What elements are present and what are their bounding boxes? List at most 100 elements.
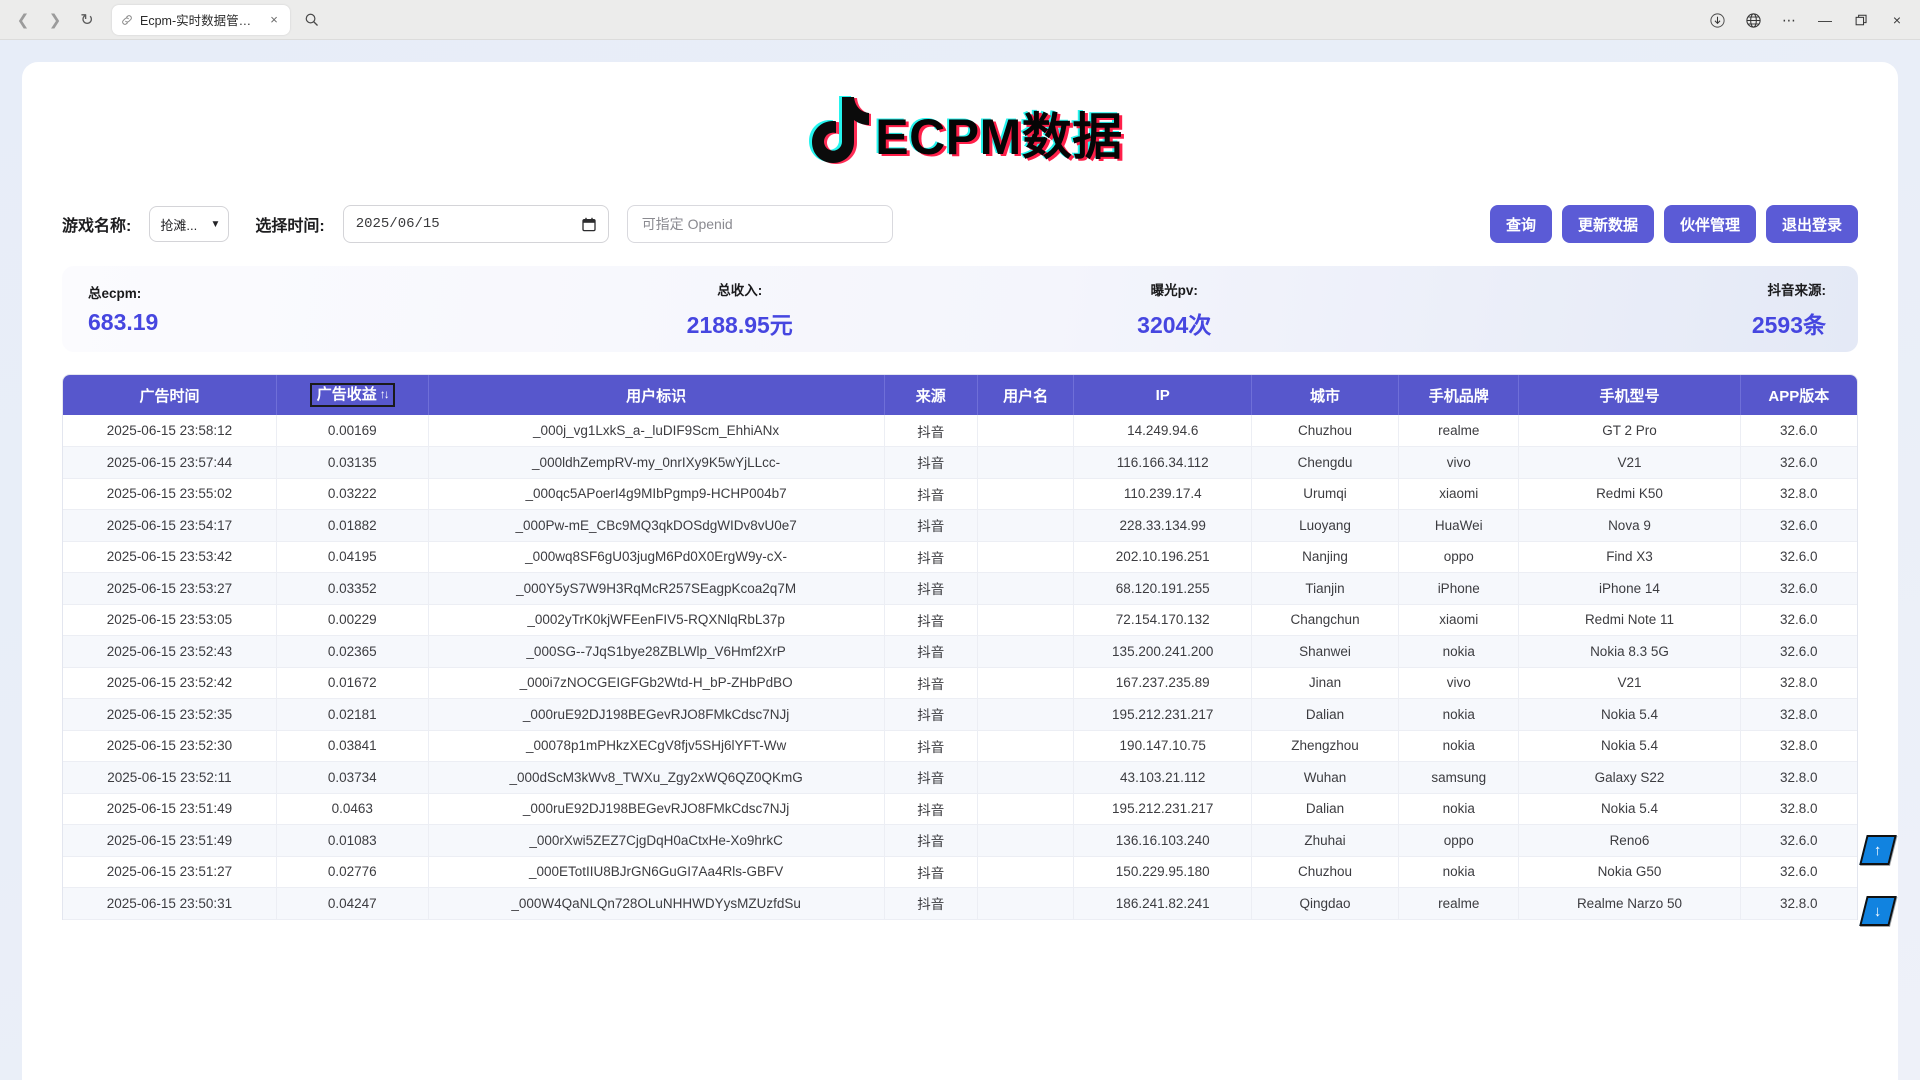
openid-input[interactable]: 可指定 Openid xyxy=(626,205,893,243)
stat-label: 抖音来源: xyxy=(1767,282,1827,298)
cell-src: 抖音 xyxy=(884,446,978,479)
reload-icon[interactable]: ↻ xyxy=(80,11,94,29)
cell-uid: _00078p1mPHkzXECgV8fjv5SHj6lYFT-Ww xyxy=(428,730,885,762)
table-header-uid[interactable]: 用户标识 xyxy=(428,375,885,415)
cell-user xyxy=(977,824,1075,857)
query-button[interactable]: 查询 xyxy=(1489,205,1552,243)
table-header-brand[interactable]: 手机品牌 xyxy=(1398,375,1520,415)
maximize-button[interactable] xyxy=(1844,5,1878,35)
table-header-src[interactable]: 来源 xyxy=(884,375,978,415)
forward-arrow-icon[interactable]: ❯ xyxy=(48,11,62,29)
close-icon[interactable]: × xyxy=(270,12,278,27)
cell-src: 抖音 xyxy=(884,887,978,920)
table-header-user[interactable]: 用户名 xyxy=(977,375,1075,415)
cell-ver: 32.6.0 xyxy=(1740,635,1857,668)
date-input[interactable]: 2025/06/15 xyxy=(342,205,609,243)
stat-exposure-pv: 曝光pv: 3204次 xyxy=(957,279,1392,340)
window-close-button[interactable]: × xyxy=(1892,12,1902,28)
table-row[interactable]: 2025-06-15 23:52:42 0.01672 _000i7zNOCGEIG… xyxy=(63,667,1857,699)
data-table: 广告时间 广告收益 ↑↓ 用户标识 来源 用户名 IP 城市 手机品牌 手机型号 APP版本 202… xyxy=(63,375,1857,920)
table-row[interactable]: 2025-06-15 23:50:31 0.04247 _000W4QaNLQn72… xyxy=(63,887,1857,920)
cell-city: Nanjing xyxy=(1251,541,1400,573)
cell-rev: 0.03734 xyxy=(276,761,429,794)
page-canvas: ECPM数据 游戏名称: 抢滩... ▼ 选择时间: 2025/06/15 xyxy=(0,40,1920,1080)
table-header-model[interactable]: 手机型号 xyxy=(1518,375,1741,415)
cell-src: 抖音 xyxy=(884,698,978,731)
table-row[interactable]: 2025-06-15 23:54:17 0.01882 _000Pw-mE_CBc9… xyxy=(63,509,1857,542)
cell-model: GT 2 Pro xyxy=(1518,415,1741,447)
back-arrow-icon[interactable]: ❮ xyxy=(16,11,30,29)
minimize-button[interactable]: — xyxy=(1818,12,1832,28)
cell-ip: 150.229.95.180 xyxy=(1073,856,1252,888)
cell-user xyxy=(977,541,1075,573)
cell-ver: 32.8.0 xyxy=(1740,887,1857,920)
sort-toggle-rev[interactable]: 广告收益 ↑↓ xyxy=(309,383,395,407)
cell-user xyxy=(977,698,1075,731)
cell-time: 2025-06-15 23:52:30 xyxy=(63,730,277,762)
table-row[interactable]: 2025-06-15 23:52:43 0.02365 _000SG--7JqS1b… xyxy=(63,635,1857,668)
cell-ver: 32.8.0 xyxy=(1740,730,1857,762)
cell-src: 抖音 xyxy=(884,667,978,699)
table-row[interactable]: 2025-06-15 23:52:30 0.03841 _00078p1mPHkzX… xyxy=(63,730,1857,762)
table-row[interactable]: 2025-06-15 23:55:02 0.03222 _000qc5APoerI4… xyxy=(63,478,1857,510)
browser-chrome: ❮ ❯ ↻ Ecpm-实时数据管理系统 × xyxy=(0,0,1920,40)
table-header-ip[interactable]: IP xyxy=(1073,375,1252,415)
search-icon[interactable] xyxy=(296,5,326,35)
game-name-select[interactable]: 抢滩... ▼ xyxy=(149,206,230,242)
browser-tab[interactable]: Ecpm-实时数据管理系统 × xyxy=(112,4,290,35)
table-header-label: 城市 xyxy=(1310,387,1341,405)
table-header-time[interactable]: 广告时间 xyxy=(63,375,277,415)
cell-user xyxy=(977,730,1075,762)
table-header-city[interactable]: 城市 xyxy=(1251,375,1400,415)
refresh-data-button[interactable]: 更新数据 xyxy=(1561,205,1654,243)
table-row[interactable]: 2025-06-15 23:52:35 0.02181 _000ruE92DJ198… xyxy=(63,698,1857,731)
cell-rev: 0.04195 xyxy=(276,541,429,573)
cell-src: 抖音 xyxy=(884,856,978,888)
cell-rev: 0.02776 xyxy=(276,856,429,888)
table-header-rev[interactable]: 广告收益 ↑↓ xyxy=(276,375,429,415)
cell-ip: 167.237.235.89 xyxy=(1073,667,1252,699)
maximize-glyph xyxy=(1855,14,1867,25)
downloads-glyph xyxy=(1709,12,1725,28)
table-row[interactable]: 2025-06-15 23:53:42 0.04195 _000wq8SF6gU03… xyxy=(63,541,1857,573)
table-header-label: 手机品牌 xyxy=(1428,387,1489,405)
cell-rev: 0.01672 xyxy=(276,667,429,699)
table-row[interactable]: 2025-06-15 23:51:27 0.02776 _000ETotIIU8BJ… xyxy=(63,856,1857,888)
table-row[interactable]: 2025-06-15 23:57:44 0.03135 _000ldhZempRV-… xyxy=(63,446,1857,479)
cell-uid: _000SG--7JqS1bye28ZBLWlp_V6Hmf2XrP xyxy=(428,635,885,668)
summary-stats-bar: 总ecpm: 683.19 总收入: 2188.95元 曝光pv: 3204次 … xyxy=(62,266,1858,352)
table-row[interactable]: 2025-06-15 23:58:12 0.00169 _000j_vg1LxkS_… xyxy=(63,415,1857,447)
more-options-icon[interactable]: ⋯ xyxy=(1782,11,1796,28)
cell-brand: iPhone xyxy=(1398,572,1520,605)
table-header-ver[interactable]: APP版本 xyxy=(1740,375,1857,415)
cell-city: Tianjin xyxy=(1251,572,1400,605)
stat-label: 曝光pv: xyxy=(1150,282,1198,298)
search-glyph xyxy=(305,13,318,26)
table-row[interactable]: 2025-06-15 23:53:05 0.00229 _0002yTrK0kjWF… xyxy=(63,604,1857,636)
cell-ip: 14.249.94.6 xyxy=(1073,415,1252,447)
scroll-to-bottom-button[interactable]: ↓ xyxy=(1859,896,1897,926)
cell-brand: nokia xyxy=(1398,856,1520,888)
cell-ver: 32.8.0 xyxy=(1740,667,1857,699)
cell-model: Redmi Note 11 xyxy=(1518,604,1741,636)
cell-brand: oppo xyxy=(1398,541,1520,573)
cell-user xyxy=(977,446,1075,479)
action-buttons: 查询 更新数据 伙伴管理 退出登录 xyxy=(1489,205,1858,243)
cell-src: 抖音 xyxy=(884,730,978,762)
partner-management-button[interactable]: 伙伴管理 xyxy=(1663,205,1756,243)
scroll-to-top-button[interactable]: ↑ xyxy=(1859,835,1897,865)
cell-user xyxy=(977,572,1075,605)
cell-time: 2025-06-15 23:52:42 xyxy=(63,667,277,699)
globe-icon[interactable] xyxy=(1736,5,1770,35)
calendar-icon[interactable] xyxy=(582,217,596,232)
table-row[interactable]: 2025-06-15 23:53:27 0.03352 _000Y5yS7W9H3R… xyxy=(63,572,1857,605)
logout-button[interactable]: 退出登录 xyxy=(1765,205,1858,243)
table-row[interactable]: 2025-06-15 23:51:49 0.01083 _000rXwi5ZEZ7C… xyxy=(63,824,1857,857)
cell-brand: vivo xyxy=(1398,667,1520,699)
table-row[interactable]: 2025-06-15 23:52:11 0.03734 _000dScM3kWv8_… xyxy=(63,761,1857,794)
cell-ver: 32.6.0 xyxy=(1740,572,1857,605)
cell-src: 抖音 xyxy=(884,509,978,542)
downloads-icon[interactable] xyxy=(1700,5,1734,35)
table-row[interactable]: 2025-06-15 23:51:49 0.0463 _000ruE92DJ198B… xyxy=(63,793,1857,825)
table-header-label: IP xyxy=(1155,386,1170,404)
